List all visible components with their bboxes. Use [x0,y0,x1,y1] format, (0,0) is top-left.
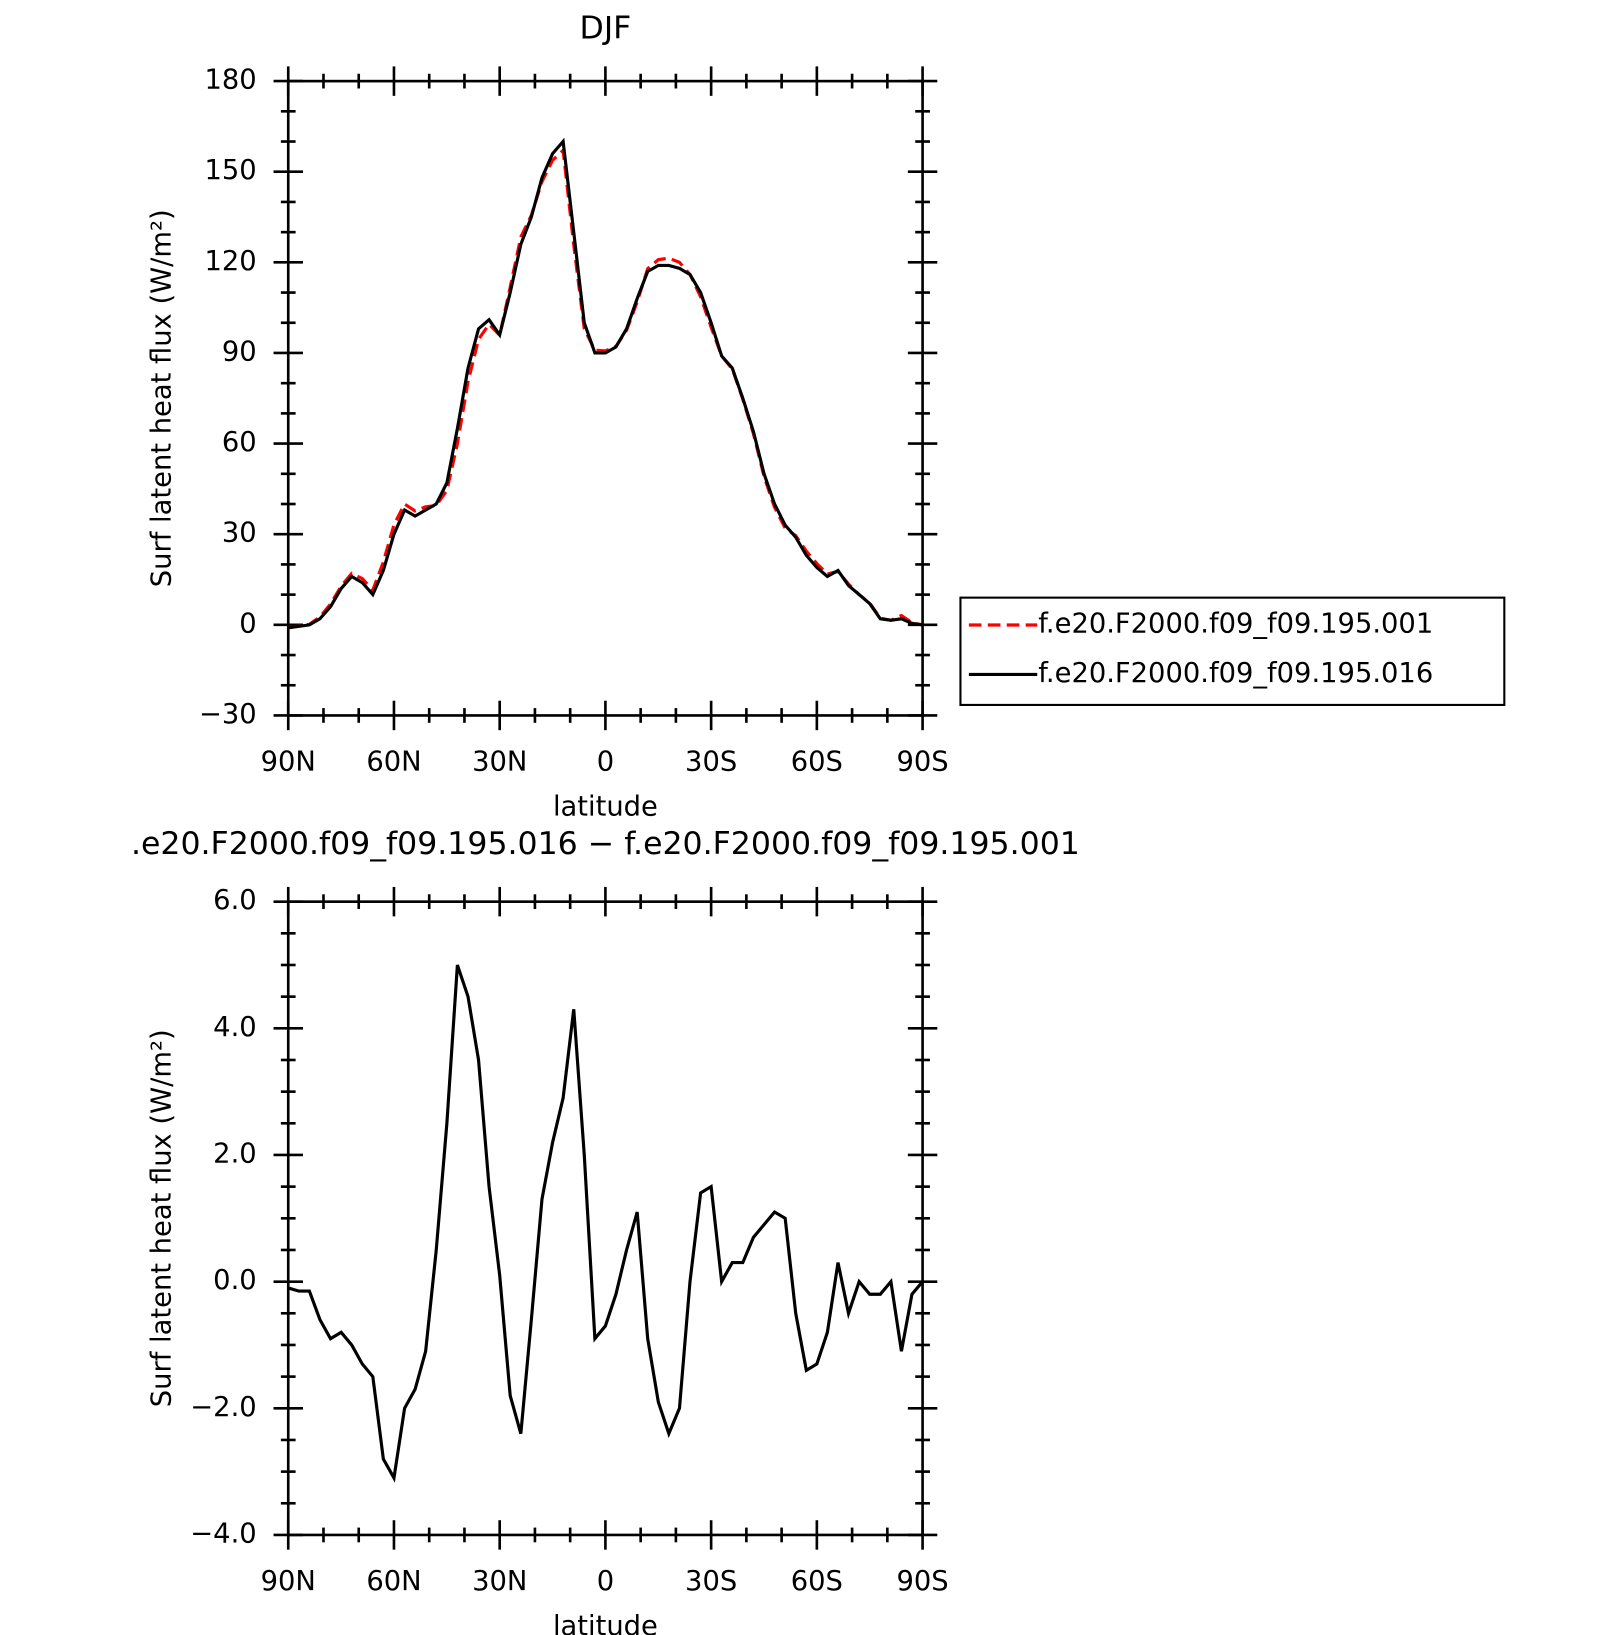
x-tick-label: 0 [597,746,614,777]
y-tick-label: 180 [204,65,256,96]
y-tick-label: −30 [199,699,257,730]
x-tick-label: 90S [897,1566,949,1597]
y-axis-label: Surf latent heat flux (W/m²) [147,209,178,587]
y-tick-label: 60 [222,427,257,458]
plot-frame [286,79,924,717]
y-tick-label: −2.0 [190,1392,256,1423]
y-tick-label: 4.0 [213,1012,257,1043]
y-tick-label: 6.0 [213,885,257,916]
chart-title: .e20.F2000.f09_f09.195.016 − f.e20.F2000… [131,826,1080,862]
y-tick-label: 0.0 [213,1265,257,1296]
y-axis-label: Surf latent heat flux (W/m²) [147,1029,178,1407]
x-tick-label: 60S [791,1566,843,1597]
x-tick-label: 30S [685,1566,737,1597]
y-tick-label: 120 [204,246,256,277]
plot-frame [286,900,924,1537]
legend-label: f.e20.F2000.f09_f09.195.001 [1038,608,1433,639]
y-tick-label: 90 [222,336,257,367]
x-tick-label: 30N [472,1566,527,1597]
y-tick-label: 2.0 [213,1138,257,1169]
x-tick-label: 30N [472,746,527,777]
x-tick-label: 30S [685,746,737,777]
chart-title: DJF [580,11,632,47]
legend-box [959,596,1506,706]
y-tick-label: 0 [239,608,256,639]
y-tick-label: 30 [222,518,257,549]
y-tick-label: −4.0 [190,1518,256,1549]
x-axis-label: latitude [553,792,658,823]
x-axis-label: latitude [553,1611,658,1635]
x-tick-label: 0 [597,1566,614,1597]
data-line [288,147,923,630]
x-tick-label: 60N [366,746,421,777]
data-line [287,964,924,1483]
x-tick-label: 90N [261,746,316,777]
x-tick-label: 60N [366,1566,421,1597]
y-tick-label: 150 [204,155,256,186]
x-tick-label: 60S [791,746,843,777]
data-line [288,137,923,630]
x-tick-label: 90N [261,1566,316,1597]
legend-label: f.e20.F2000.f09_f09.195.016 [1038,658,1433,689]
x-tick-label: 90S [897,746,949,777]
